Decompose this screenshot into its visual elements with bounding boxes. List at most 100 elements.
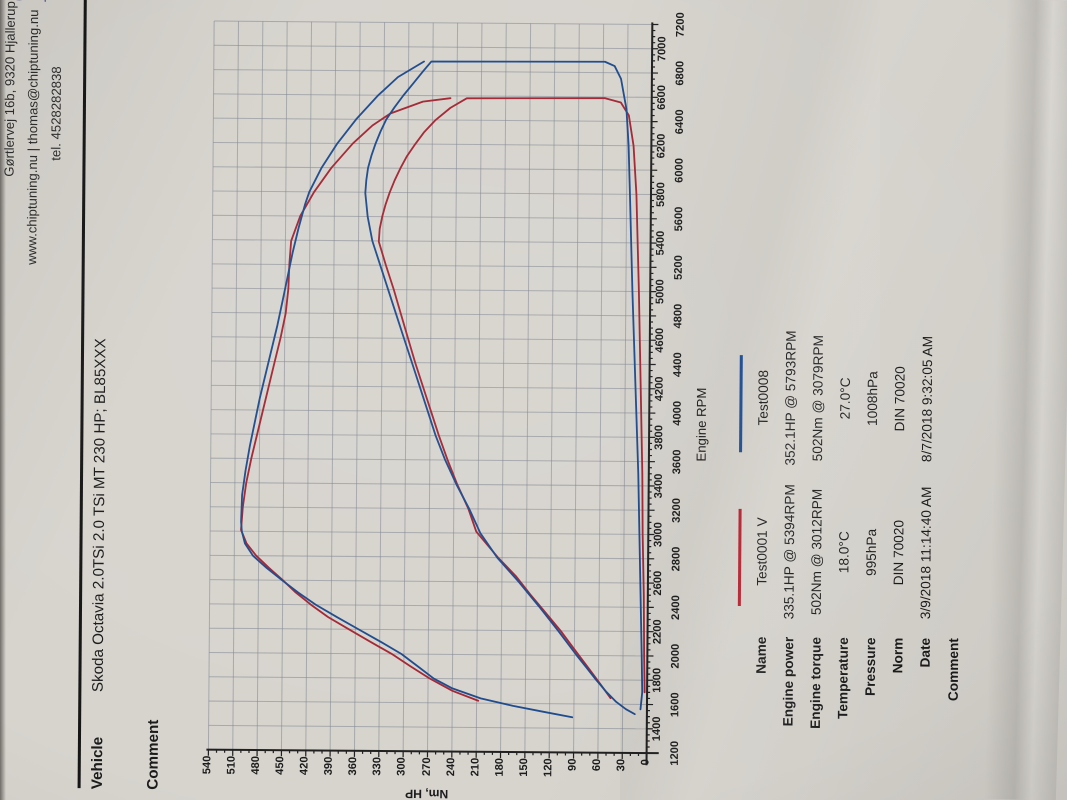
x-axis-label: 7000 — [656, 36, 669, 62]
table-row-label-engine_power: Engine power — [780, 636, 797, 727]
x-axis-label: 2600 — [651, 570, 665, 596]
x-axis-label: 3800 — [653, 424, 666, 450]
x-axis-label: 5400 — [654, 230, 667, 256]
table-cell-engine_power: 352.1HP @ 5793RPM — [782, 330, 799, 466]
gridline-horizontal — [427, 22, 434, 752]
gridline-horizontal — [621, 24, 629, 753]
table-cell-date: 3/9/2018 11:14:40 AM — [917, 486, 935, 620]
table-cell-norm: DIN 70020 — [892, 366, 908, 432]
header-divider-rule — [77, 0, 87, 789]
x-axis-label: 1800 — [651, 667, 664, 693]
vehicle-value: Skoda Octavia 2.0TSi 2.0 TSi MT 230 HP; … — [89, 338, 110, 693]
logo-tagline: - unleash the potential... — [37, 0, 53, 3]
x-axis-label: 2200 — [651, 619, 664, 645]
gridline-horizontal — [573, 23, 580, 753]
table-cell-pressure: 995hPa — [863, 528, 880, 577]
table-cell-engine_power: 335.1HP @ 5394RPM — [781, 484, 798, 620]
x-axis-label: 1400 — [650, 716, 664, 742]
y-axis-label: 180 — [493, 757, 506, 777]
gridline-horizontal — [280, 21, 288, 751]
table-cell-norm: DIN 70020 — [890, 519, 907, 586]
curve-1-test0001 — [377, 97, 646, 700]
table-cell-engine_torque: 502Nm @ 3079RPM — [809, 335, 826, 462]
x-axis-label: 5600 — [672, 206, 686, 232]
x-axis-label: 3200 — [670, 497, 684, 523]
x-axis-label: 3600 — [671, 449, 684, 475]
x-axis-label: 4000 — [671, 400, 684, 426]
x-axis-label: 3000 — [652, 522, 665, 548]
x-axis-label: 6000 — [673, 157, 686, 183]
gridline-horizontal — [329, 21, 337, 751]
y-axis-label: 510 — [225, 755, 238, 775]
gridline-horizontal — [232, 21, 239, 750]
y-axis-title: Nm, HP — [405, 786, 449, 800]
x-axis-label: 2400 — [669, 595, 683, 621]
x-axis-label: 4200 — [653, 376, 666, 402]
table-cell-pressure: 1008hPa — [864, 371, 881, 427]
curve-0-test0001 — [240, 97, 480, 702]
y-axis-label: 540 — [201, 755, 214, 775]
x-axis-label: 4800 — [672, 303, 685, 329]
table-row-label-date: Date — [917, 637, 933, 668]
gridline-horizontal — [597, 24, 605, 753]
x-axis-label: 3400 — [652, 473, 665, 499]
table-cell-temperature: 18.0°C — [836, 531, 852, 574]
x-axis-label: 1200 — [668, 740, 682, 766]
x-axis-label: 5800 — [654, 182, 668, 207]
curve-2-test0008 — [240, 60, 574, 719]
table-cell-name: Test0001 V — [754, 517, 770, 586]
y-axis-label: 0 — [639, 759, 652, 766]
gridline-horizontal — [305, 21, 313, 751]
x-axis-label: 6600 — [655, 84, 669, 110]
y-axis-label: 450 — [274, 756, 287, 775]
legend-line-test0008 — [739, 355, 743, 453]
curve-3-test0008 — [364, 60, 644, 716]
gridline-horizontal — [353, 22, 361, 751]
table-cell-temperature: 27.0°C — [837, 377, 853, 420]
gridline-horizontal — [256, 21, 264, 751]
table-row-label-pressure: Pressure — [862, 637, 879, 696]
table-cell-engine_torque: 502Nm @ 3012RPM — [808, 488, 825, 616]
y-axis-label: 420 — [298, 756, 311, 776]
y-axis-label: 360 — [347, 756, 360, 776]
table-row-label-name: Name — [753, 636, 769, 674]
contact-phone-line: tel. 4528282838 — [48, 66, 65, 161]
table-cell-name: Test0008 — [755, 369, 772, 426]
gridline-horizontal — [402, 22, 410, 752]
x-axis-label: 2800 — [670, 546, 683, 572]
contact-address-line: Gørtlervej 16b, 9320 Hjallerup — [1, 1, 18, 177]
x-axis-label: 4600 — [653, 327, 667, 353]
legend-line-test0001v — [737, 508, 742, 607]
vehicle-label: Vehicle — [88, 736, 107, 790]
table-cell-date: 8/7/2018 9:32:05 AM — [919, 335, 936, 463]
x-axis-label: 6400 — [673, 109, 687, 135]
y-axis-label: 150 — [517, 758, 530, 777]
gridline-horizontal — [475, 23, 483, 752]
gridline-horizontal — [207, 21, 215, 750]
y-axis-label: 210 — [468, 757, 482, 777]
table-row-label-engine_torque: Engine torque — [807, 636, 824, 729]
y-axis-label: 90 — [566, 758, 579, 772]
contact-web-email-line: www.chiptuning.nu | thomas@chiptuning.nu — [23, 9, 42, 265]
x-axis-label: 1600 — [669, 692, 682, 718]
y-axis-label: 330 — [371, 756, 384, 776]
x-axis-label: 5200 — [672, 255, 685, 280]
table-row-label-temperature: Temperature — [835, 637, 851, 720]
y-axis-label: 60 — [590, 758, 603, 772]
x-axis-label: 7200 — [674, 12, 687, 38]
x-axis-label: 6200 — [655, 133, 668, 159]
x-axis-label: 2000 — [669, 643, 682, 669]
y-axis-line — [206, 748, 659, 755]
comment-label: Comment — [144, 719, 163, 790]
y-axis-label: 30 — [615, 758, 628, 772]
x-axis-label: 5000 — [654, 279, 667, 305]
gridline-horizontal — [548, 23, 556, 753]
gridline-horizontal — [524, 23, 532, 753]
gridline-horizontal — [378, 22, 386, 751]
y-axis-label: 120 — [541, 758, 555, 778]
table-row-label-comment: Comment — [945, 638, 962, 702]
x-axis-label: 6800 — [674, 60, 687, 86]
dyno-chart-plot — [206, 20, 659, 766]
